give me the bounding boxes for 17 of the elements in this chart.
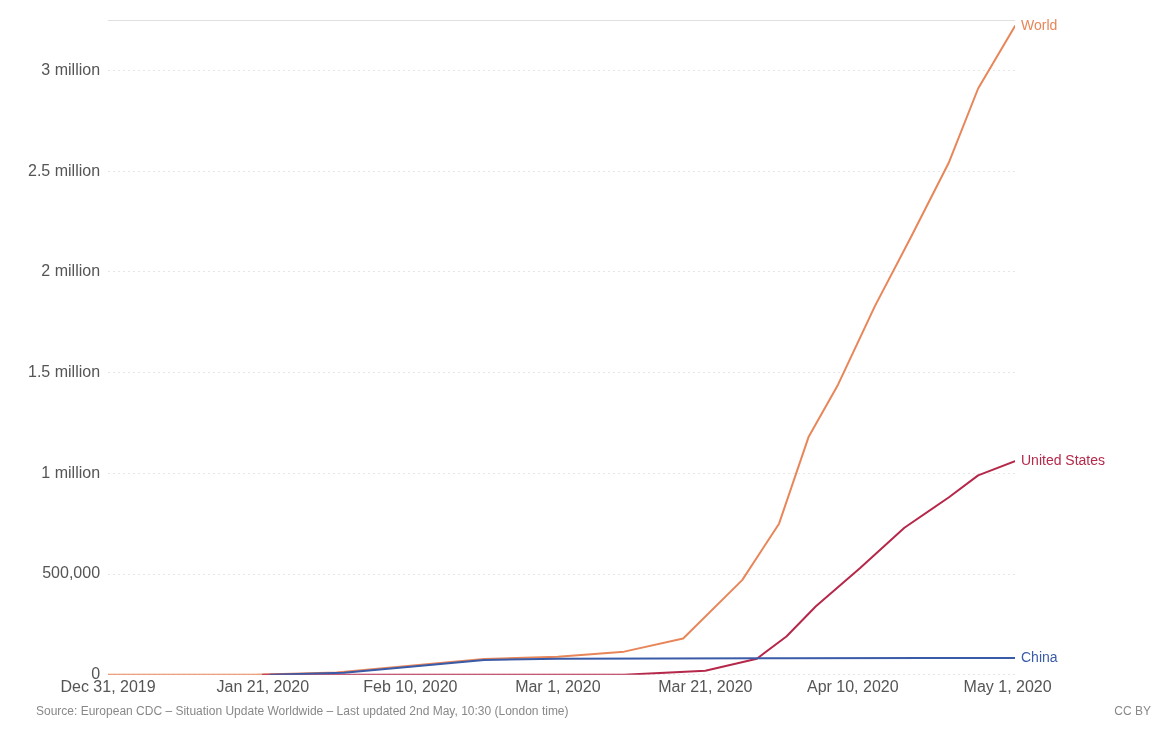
x-tick-label: Feb 10, 2020 [363, 677, 458, 695]
y-tick-label: 1 million [41, 463, 101, 481]
x-tick-label: Mar 21, 2020 [658, 677, 753, 695]
text: CC BY [1114, 704, 1151, 718]
y-tick-label: 1.5 million [28, 362, 101, 380]
y-tick-label: 500,000 [42, 564, 101, 582]
x-tick-label: Mar 1, 2020 [515, 677, 601, 695]
y-tick-label: 2.5 million [28, 161, 101, 179]
x-tick-label: Apr 10, 2020 [806, 677, 899, 695]
x-tick-label: Jan 21, 2020 [216, 677, 310, 695]
source-note: Source: European CDC – Situation Update Worldwide – Last updated 2nd May, 10:30 (London time) [36, 704, 569, 718]
series-label: World [1021, 16, 1058, 33]
series-label: China [1021, 648, 1058, 665]
series-label: United States [1021, 452, 1106, 469]
y-tick-label: 2 million [41, 262, 101, 280]
x-tick-label: May 1, 2020 [963, 677, 1052, 695]
y-tick-label: 3 million [41, 60, 101, 78]
